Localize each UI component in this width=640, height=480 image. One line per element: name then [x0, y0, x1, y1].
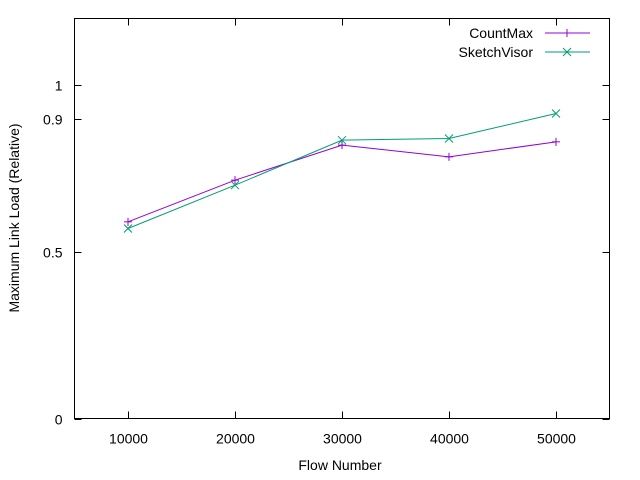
y-tick-label: 0.5 [43, 245, 63, 261]
y-tick-label: 0.9 [43, 112, 63, 128]
data-point-sketchvisor [444, 134, 454, 143]
tick-marks: 10000 20000 30000 40000 50000 0 0.5 0.9 1 [43, 18, 610, 447]
legend: CountMax SketchVisor [459, 25, 590, 60]
data-point-countmax [552, 137, 560, 146]
legend-label: CountMax [469, 25, 533, 41]
series-layer [123, 109, 561, 233]
y-axis-label: Maximum Link Load (Relative) [6, 123, 22, 312]
x-axis-label: Flow Number [298, 457, 382, 473]
legend-marker [563, 29, 571, 37]
x-tick-label: 20000 [216, 431, 255, 447]
data-point-countmax [231, 176, 239, 185]
data-point-sketchvisor [551, 109, 561, 118]
data-point-sketchvisor [337, 135, 347, 145]
data-point-sketchvisor [230, 180, 240, 190]
legend-marker [562, 47, 572, 57]
data-point-sketchvisor [123, 224, 133, 233]
legend-label: SketchVisor [459, 44, 534, 60]
data-point-countmax [338, 141, 346, 150]
x-tick-label: 50000 [537, 431, 576, 447]
x-tick-label: 10000 [109, 431, 148, 447]
data-point-countmax [124, 217, 132, 226]
data-point-countmax [445, 152, 453, 161]
y-tick-label: 1 [55, 78, 63, 94]
x-tick-label: 40000 [430, 431, 469, 447]
y-tick-label: 0 [55, 412, 63, 428]
x-tick-label: 30000 [323, 431, 362, 447]
